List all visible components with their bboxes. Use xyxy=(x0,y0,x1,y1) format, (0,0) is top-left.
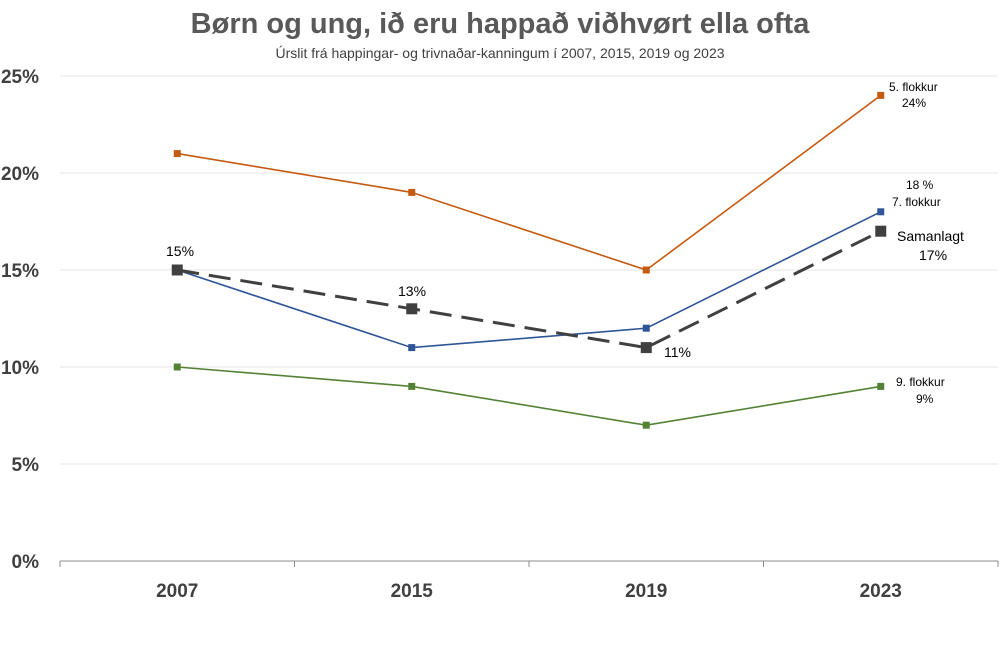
label-g7-value: 18 % xyxy=(906,178,934,192)
point-g9 xyxy=(173,363,181,371)
label-total-2007: 15% xyxy=(166,243,194,259)
point-g5 xyxy=(173,150,181,158)
label-g5-name: 5. flokkur xyxy=(889,80,938,94)
data-labels: 5. flokkur 24% 18 % 7. flokkur Samanlagt… xyxy=(166,80,964,406)
y-tick-label: 20% xyxy=(1,164,39,185)
gridlines xyxy=(60,75,998,465)
label-g9-name: 9. flokkur xyxy=(896,375,945,389)
point-total xyxy=(171,264,183,276)
label-g9-value: 9% xyxy=(916,392,934,406)
axes: 0% 5% 10% 15% 20% 25% 2007 2015 2019 2023 xyxy=(1,67,999,602)
x-tick-label: 2007 xyxy=(156,581,198,602)
point-total xyxy=(640,342,652,354)
point-g7 xyxy=(877,208,885,216)
y-tick-label: 5% xyxy=(12,455,40,476)
x-tick-label: 2023 xyxy=(860,581,902,602)
point-g7 xyxy=(642,324,650,332)
label-total-2015: 13% xyxy=(398,283,426,299)
point-g7 xyxy=(408,344,416,352)
label-total-name: Samanlagt xyxy=(897,228,964,244)
point-total xyxy=(406,303,418,315)
point-g9 xyxy=(642,421,650,429)
y-tick-label: 0% xyxy=(12,552,40,573)
point-g5 xyxy=(408,188,416,196)
chart-title: Børn og ung, ið eru happað viðhvørt ella… xyxy=(190,8,810,40)
y-tick-label: 25% xyxy=(1,67,39,88)
y-tick-label: 10% xyxy=(1,358,39,379)
series-layer xyxy=(171,91,887,429)
y-tick-label: 15% xyxy=(1,261,39,282)
point-g5 xyxy=(877,91,885,99)
label-g5-value: 24% xyxy=(902,96,926,110)
x-tick-label: 2015 xyxy=(391,581,434,602)
chart-subtitle: Úrslit frá happingar- og trivnaðar-kanni… xyxy=(275,45,725,61)
point-g9 xyxy=(877,382,885,390)
series-line-g5 xyxy=(177,94,882,271)
point-g5 xyxy=(642,266,650,274)
point-total xyxy=(875,225,887,237)
label-total-value: 17% xyxy=(919,247,947,263)
series-line-total xyxy=(177,229,882,350)
series-line-g9 xyxy=(177,366,881,427)
x-tick-label: 2019 xyxy=(625,581,667,602)
series-line-g7 xyxy=(176,211,882,349)
label-total-2019: 11% xyxy=(664,344,691,360)
point-g9 xyxy=(408,382,416,390)
label-g7-name: 7. flokkur xyxy=(892,195,941,209)
